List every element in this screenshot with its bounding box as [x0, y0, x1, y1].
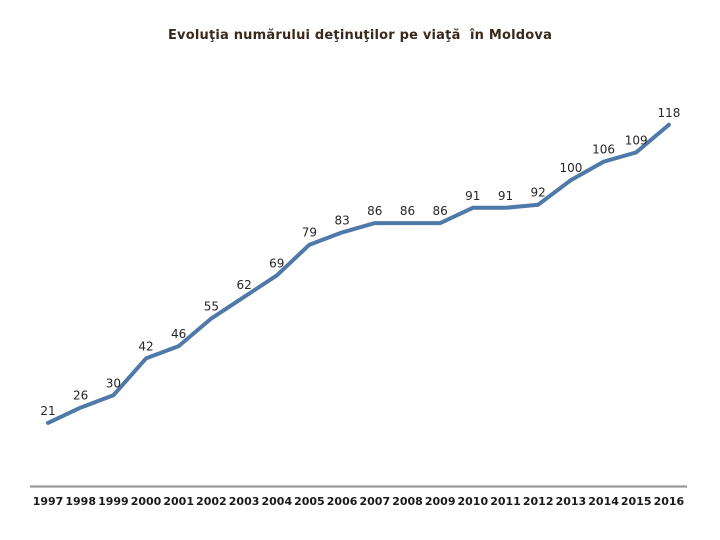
x-axis-label: 2001	[163, 495, 194, 508]
x-axis-label: 2004	[261, 495, 292, 508]
data-label: 26	[73, 389, 88, 403]
x-axis-label: 2012	[523, 495, 554, 508]
data-label: 83	[334, 213, 349, 227]
x-axis-label: 2008	[392, 495, 423, 508]
data-label: 86	[433, 204, 448, 218]
x-axis-label: 2013	[556, 495, 587, 508]
data-series-line	[46, 122, 671, 425]
x-axis-label: 2009	[425, 495, 456, 508]
x-axis-label: 1997	[33, 495, 64, 508]
data-label: 86	[367, 204, 382, 218]
x-axis-label: 1998	[65, 495, 96, 508]
data-label: 109	[625, 133, 648, 147]
data-label: 42	[138, 339, 153, 353]
data-label: 46	[171, 327, 186, 341]
data-labels: 21 26 30 42 46 55 62 69 79 83 86 86 86 91 91 92 100 106 10…	[40, 106, 680, 418]
data-label: 106	[592, 143, 615, 157]
data-label: 62	[236, 278, 251, 292]
data-label: 79	[302, 226, 317, 240]
x-axis-labels: 1997 1998 1999 2000 2001 2002 2003 2004 2005 2006…	[33, 495, 685, 508]
data-label: 91	[498, 189, 513, 203]
x-axis-label: 2016	[654, 495, 685, 508]
x-axis-label: 1999	[98, 495, 129, 508]
x-axis-label: 2005	[294, 495, 325, 508]
x-axis-label: 2015	[621, 495, 652, 508]
x-axis-label: 2007	[359, 495, 390, 508]
x-axis-label: 2011	[490, 495, 521, 508]
x-axis-label: 2010	[457, 495, 488, 508]
data-label: 100	[559, 161, 582, 175]
x-axis-label: 2000	[131, 495, 162, 508]
x-axis-label: 2006	[327, 495, 358, 508]
chart-title: Evoluţia numărului deţinuţilor pe viaţă …	[167, 28, 553, 43]
data-label: 92	[531, 186, 546, 200]
x-axis-label: 2002	[196, 495, 227, 508]
data-label: 69	[269, 256, 284, 270]
data-label: 86	[400, 204, 415, 218]
x-axis-label: 2014	[588, 495, 619, 508]
x-axis-label: 2003	[229, 495, 260, 508]
data-label: 21	[40, 404, 55, 418]
data-label: 30	[106, 376, 121, 390]
data-label: 118	[657, 106, 680, 120]
data-label: 91	[465, 189, 480, 203]
data-label: 55	[204, 299, 219, 313]
